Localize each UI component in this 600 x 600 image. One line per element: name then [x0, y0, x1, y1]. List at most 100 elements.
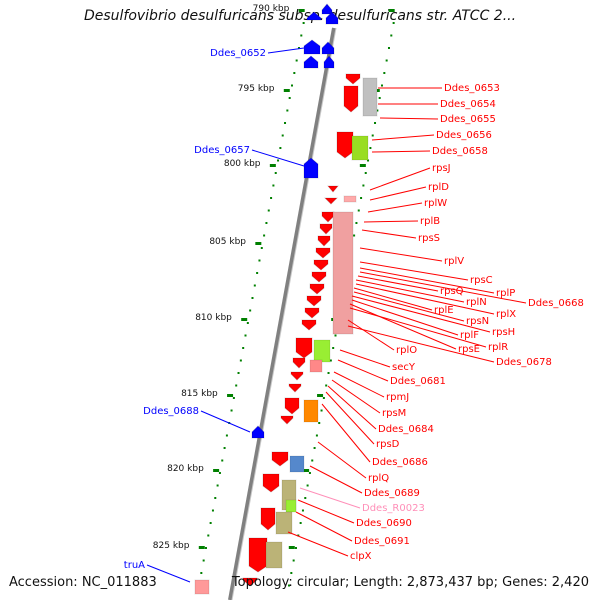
reverse-gene-arrow — [323, 197, 339, 205]
tick-dot — [274, 172, 277, 174]
tick-dot — [214, 497, 217, 499]
kbp-tick — [255, 242, 262, 245]
gene-label: Ddes_0681 — [390, 376, 446, 387]
gene-label: Ddes_0653 — [444, 83, 500, 94]
tick-dot — [329, 359, 332, 362]
kbp-tick — [283, 89, 290, 92]
gene-block — [265, 541, 283, 569]
gene-label: Ddes_0684 — [378, 424, 434, 435]
tick-dot — [360, 197, 363, 199]
tick-dot — [332, 347, 335, 349]
leader-line — [353, 291, 465, 322]
reverse-gene-arrow — [311, 271, 327, 283]
leader-line — [347, 325, 495, 363]
tick-dot — [277, 159, 280, 162]
leader-line — [321, 403, 371, 463]
gene-label: Ddes_0668 — [528, 298, 584, 309]
leader-line — [267, 47, 305, 54]
tick-dot — [357, 209, 360, 212]
reverse-gene-arrow — [315, 247, 331, 259]
gene-label: Ddes_0678 — [496, 357, 552, 368]
gene-label: rpsC — [470, 275, 493, 286]
leader-line — [359, 271, 527, 304]
kbp-label: 820 kbp — [167, 464, 204, 474]
tick-dot — [207, 534, 210, 537]
tick-dot — [249, 309, 252, 312]
leader-line — [295, 511, 353, 542]
leader-line — [347, 319, 395, 351]
tick-dot — [235, 384, 238, 387]
backbone-line — [228, 27, 336, 600]
tick-dot — [265, 222, 268, 224]
tick-dot — [232, 397, 235, 399]
tick-dot — [218, 472, 221, 474]
reverse-gene-arrow — [304, 307, 320, 319]
forward-gene-arrow — [303, 157, 319, 179]
reverse-gene-arrow — [313, 259, 329, 271]
tick-dot — [216, 484, 219, 487]
tick-dot — [246, 322, 249, 324]
leader-line — [339, 349, 391, 368]
gene-features — [194, 3, 378, 595]
tick-dot — [325, 384, 328, 387]
forward-gene-arrow — [325, 11, 339, 25]
tick-dot — [297, 47, 300, 49]
kbp-label: 805 kbp — [209, 237, 246, 247]
leader-line — [299, 487, 361, 509]
gene-label: rpsE — [458, 344, 480, 355]
gene-label: Ddes_0690 — [356, 518, 412, 529]
reverse-gene-arrow — [345, 73, 361, 85]
reverse-gene-arrow — [262, 473, 280, 493]
tick-dot — [239, 359, 242, 362]
kbp-tick — [198, 546, 205, 549]
gene-label: rpsN — [466, 316, 489, 327]
gene-label: rplP — [496, 288, 515, 299]
leader-line — [369, 186, 427, 201]
tick-dot — [362, 184, 365, 187]
tick-dot — [300, 34, 303, 37]
tick-dot — [288, 584, 291, 587]
tick-dot — [258, 259, 261, 262]
gene-label: Ddes_0658 — [432, 146, 488, 157]
tick-dot — [392, 22, 395, 24]
gene-label: rplB — [420, 216, 440, 227]
gene-label: rplV — [444, 256, 464, 267]
leader-line — [333, 371, 385, 398]
tick-dot — [320, 409, 323, 412]
gene-label: rplE — [434, 305, 454, 316]
leader-line — [200, 410, 251, 433]
tick-dot — [286, 109, 289, 112]
reverse-gene-arrow — [248, 537, 268, 573]
tick-dot — [299, 522, 302, 524]
leader-line — [359, 267, 495, 294]
reverse-gene-arrow — [343, 85, 359, 113]
tick-dot — [387, 47, 390, 49]
gene-labels: Ddes_0652 Ddes_0657 Ddes_0688 truA Ddes_0653… — [124, 48, 584, 571]
leader-line — [355, 283, 495, 315]
tick-dot — [230, 409, 233, 412]
gene-label: rplD — [428, 182, 449, 193]
gene-label: rplX — [496, 309, 516, 320]
reverse-gene-arrow — [309, 283, 325, 295]
gene-label: Ddes_0652 — [210, 48, 266, 59]
kbp-tick — [213, 469, 220, 472]
gene-block — [309, 359, 323, 373]
map-title: Desulfovibrio desulfuricans subsp. desul… — [83, 8, 517, 24]
reverse-gene-arrow — [260, 507, 276, 531]
tick-dot — [306, 484, 309, 487]
tick-dot — [315, 434, 318, 437]
gene-label: rplO — [396, 345, 417, 356]
tick-dot — [383, 72, 386, 74]
tick-dot — [334, 334, 337, 337]
gene-block — [351, 135, 369, 161]
tick-dot — [200, 572, 203, 574]
tick-dot — [272, 184, 275, 187]
kbp-label: 825 kbp — [153, 541, 190, 551]
accession-text: Accession: NC_011883 — [9, 575, 157, 590]
gene-label: clpX — [350, 551, 372, 562]
forward-gene-arrow — [306, 11, 322, 21]
leader-line — [327, 385, 377, 430]
reverse-gene-arrow — [317, 235, 331, 247]
tick-dot — [292, 559, 295, 562]
tick-dot — [376, 109, 379, 112]
